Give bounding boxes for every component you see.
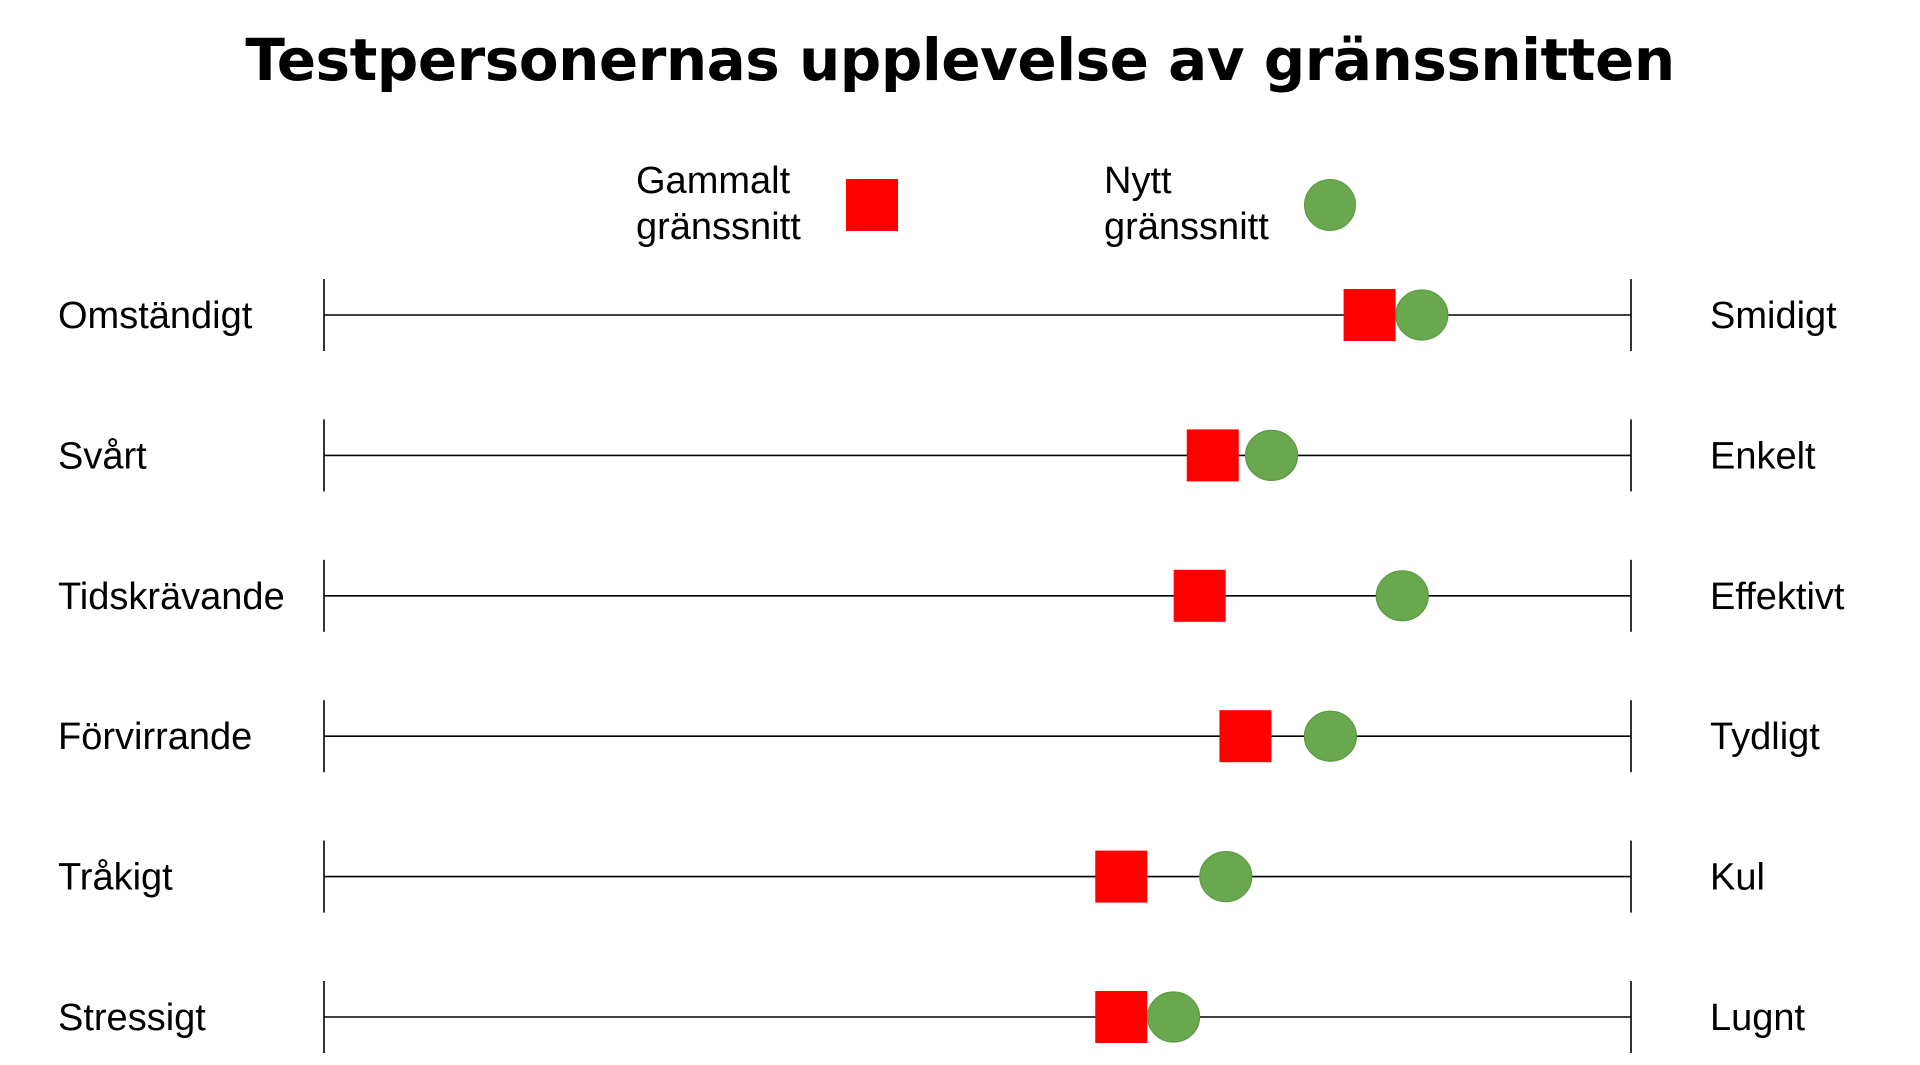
scale-label-left: Omständigt [58,295,253,337]
point-old-interface [1186,429,1239,482]
point-new-interface [1146,991,1201,1043]
point-new-interface [1375,570,1429,622]
legend-label-old-interface: Gammalt gränssnitt [636,160,801,248]
scale-label-right: Tydligt [1710,716,1820,758]
scale-label-left: Tråkigt [58,857,173,899]
scale-label-right: Kul [1710,857,1765,899]
scale-label-left: Svårt [58,435,147,477]
point-old-interface [1343,289,1396,341]
legend-label-new-interface: Nytt gränssnitt [1104,160,1269,248]
point-new-interface [1199,850,1253,903]
point-old-interface [1173,569,1226,622]
scale-label-right: Smidigt [1710,295,1837,337]
point-old-interface [1219,710,1272,763]
scale-label-right: Enkelt [1710,435,1816,477]
point-old-interface [1095,991,1148,1043]
scale-label-left: Stressigt [58,997,206,1039]
scale-label-right: Effektivt [1710,576,1845,618]
point-new-interface [1303,710,1357,762]
point-new-interface [1244,429,1299,481]
scale-label-left: Tidskrävande [58,576,285,618]
chart-title: Testpersonernas upplevelse av gränssnitt… [245,26,1675,94]
legend-marker-old-interface [846,179,898,231]
scale-label-right: Lugnt [1710,997,1806,1039]
point-new-interface [1395,289,1449,341]
legend-marker-new-interface [1304,179,1356,231]
scale-label-left: Förvirrande [58,716,252,758]
point-old-interface [1095,850,1148,903]
